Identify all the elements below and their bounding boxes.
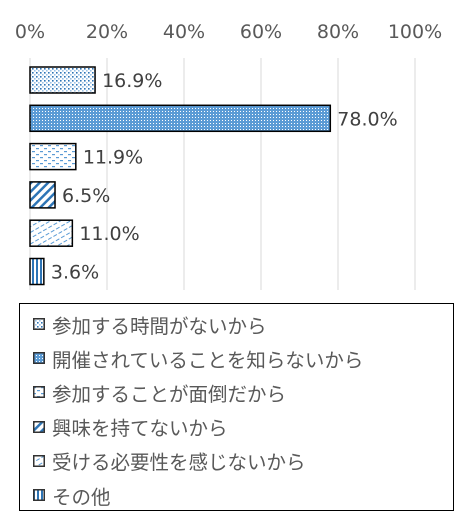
legend-item: 参加することが面倒だから: [33, 375, 453, 409]
legend-label: 興味を持てないから: [52, 417, 228, 441]
data-label: 78.0%: [337, 108, 397, 130]
legend-item: 興味を持てないから: [33, 410, 453, 444]
bar: [29, 66, 96, 94]
bar: [29, 181, 56, 209]
x-tick-label: 100%: [388, 21, 442, 43]
legend: 参加する時間がないから開催されていることを知らないから 参加することが面倒だから興…: [19, 303, 454, 511]
legend-item: 受ける必要性を感じないから: [33, 444, 453, 478]
bars: [29, 66, 332, 286]
bar: [29, 219, 74, 247]
x-tick-label: 40%: [163, 21, 205, 43]
legend-label: 受ける必要性を感じないから: [52, 451, 306, 475]
legend-label: その他: [52, 485, 111, 509]
bar-chart: 0% 20% 40% 60% 80% 100% 16.9% 78.0% 11.9% 6.5% 11…: [15, 21, 442, 290]
legend-label: 参加する時間がないから: [52, 314, 267, 338]
legend-swatch: [33, 454, 45, 467]
bar: [29, 104, 332, 133]
gridlines: [29, 58, 416, 290]
data-label: 11.9%: [83, 147, 143, 169]
x-tick-label: 60%: [240, 21, 282, 43]
legend-swatch: [33, 420, 45, 433]
legend-item: その他: [33, 478, 453, 512]
legend-label: 参加することが面倒だから: [52, 382, 287, 406]
x-tick-label: 20%: [86, 21, 128, 43]
legend-swatch: [33, 386, 45, 399]
data-label: 11.0%: [79, 223, 139, 245]
data-label: 6.5%: [62, 185, 110, 207]
legend-item: 参加する時間がないから: [33, 307, 453, 341]
legend-swatch: [33, 489, 45, 502]
bar: [29, 142, 77, 171]
bar: [29, 257, 45, 286]
data-label: 16.9%: [102, 70, 162, 92]
x-tick-label: 0%: [15, 21, 45, 43]
data-labels: 16.9% 78.0% 11.9% 6.5% 11.0% 3.6%: [51, 70, 398, 284]
x-tick-label: 80%: [317, 21, 359, 43]
legend-label: 開催されていることを知らないから: [52, 348, 364, 372]
legend-swatch: [33, 352, 45, 365]
x-axis-ticks: 0% 20% 40% 60% 80% 100%: [15, 21, 442, 43]
data-label: 3.6%: [51, 262, 99, 284]
legend-swatch: [33, 318, 45, 331]
legend-item: 開催されていることを知らないから: [33, 341, 453, 375]
